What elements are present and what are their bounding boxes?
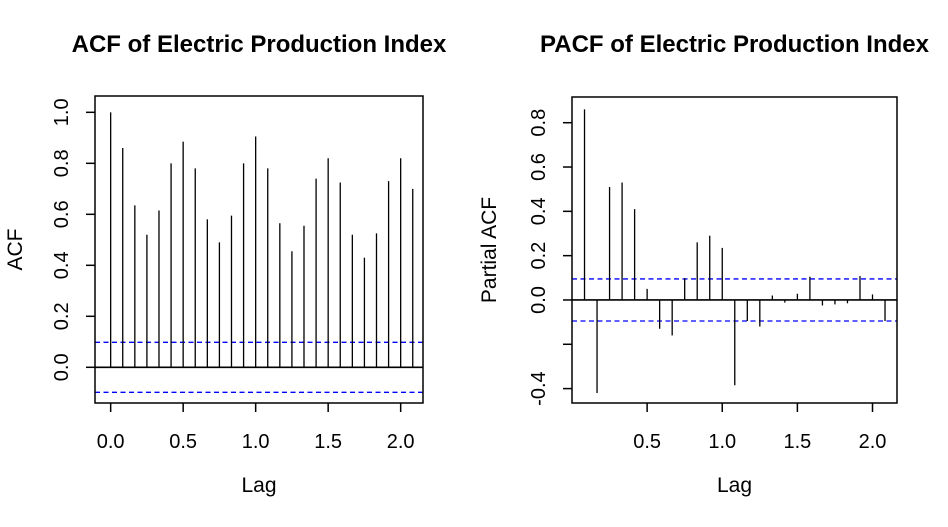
y-tick-label: -0.4 [528, 371, 550, 405]
y-tick-label: 0.0 [528, 286, 550, 314]
acf-panel: ACF of Electric Production Index 0.0 0.5 1.… [4, 31, 447, 497]
y-tick-label: 0.0 [51, 353, 73, 381]
acf-plot-svg: ACF of Electric Production Index 0.0 0.5 1.… [4, 31, 447, 497]
pacf-plot-svg: PACF of Electric Production Index 0.5 1.0 1… [478, 31, 930, 497]
y-tick-label: 0.8 [528, 109, 550, 137]
x-axis-label: Lag [241, 474, 276, 497]
y-tick-label: 0.4 [528, 197, 550, 225]
x-tick-label: 0.5 [169, 431, 197, 453]
x-tick-label: 0.0 [97, 431, 125, 453]
acf-correlogram-spikes [110, 112, 414, 368]
plot-title: ACF of Electric Production Index [72, 31, 447, 58]
y-tick-label: 0.6 [528, 153, 550, 181]
y-axis-label: Partial ACF [478, 197, 501, 303]
plot-border [94, 95, 424, 404]
x-tick-label: 1.5 [783, 431, 811, 453]
y-tick-label: 0.6 [51, 200, 73, 228]
y-tick-label: 0.8 [51, 149, 73, 177]
x-tick-label: 1.0 [242, 431, 270, 453]
y-tick-label: 0.4 [51, 251, 73, 279]
x-tick-label: 1.5 [314, 431, 342, 453]
pacf-correlogram-spikes [583, 109, 886, 394]
x-tick-label: 2.0 [387, 431, 415, 453]
y-tick-label: 0.2 [528, 242, 550, 270]
pacf-panel: PACF of Electric Production Index 0.5 1.0 1… [474, 0, 948, 527]
x-tick-label: 1.0 [708, 431, 736, 453]
y-tick-label: 0.2 [51, 302, 73, 330]
y-tick-label: 1.0 [51, 98, 73, 126]
x-tick-label: 2.0 [859, 431, 887, 453]
x-axis-label: Lag [717, 474, 752, 497]
y-axis-label: ACF [4, 229, 27, 271]
plot-border [571, 96, 898, 404]
plot-title: PACF of Electric Production Index [540, 31, 930, 58]
x-tick-label: 0.5 [633, 431, 661, 453]
